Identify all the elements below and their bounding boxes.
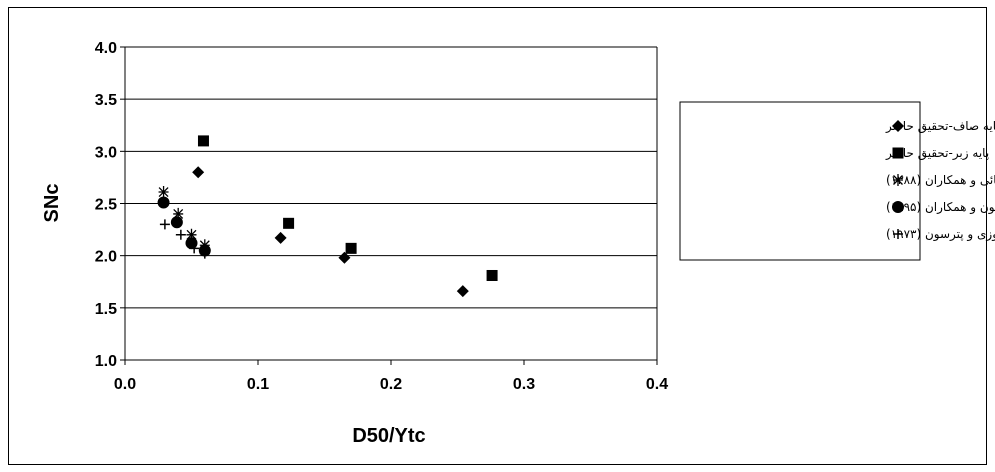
y-tick-labels: 1.0 1.5 2.0 2.5 3.0 3.5 4.0 <box>95 40 117 370</box>
y-axis-title: SNc <box>41 184 63 223</box>
legend-label: یون و همکاران (۱۹۹۵) <box>886 200 995 215</box>
legend-marker-plus <box>893 229 903 239</box>
axes <box>120 46 658 365</box>
data-point-circle <box>157 196 170 209</box>
x-axis-title: D50/Ytc <box>352 425 425 447</box>
y-tick-label: 1.5 <box>95 301 117 318</box>
legend-label: کوزی و پترسون (۱۹۷۳) <box>886 227 995 242</box>
data-point-square <box>283 217 295 229</box>
legend-box <box>679 101 921 261</box>
data-point-plus <box>199 248 210 259</box>
y-tick-label: 3.5 <box>95 92 117 109</box>
data-point-circle <box>170 216 183 229</box>
x-tick-label: 0.3 <box>513 376 535 393</box>
data-point-plus <box>175 229 186 240</box>
data-point-square <box>197 135 209 147</box>
data-point-diamond <box>192 166 205 179</box>
data-point-circle <box>185 237 198 250</box>
data-point-diamond <box>456 285 469 298</box>
x-tick-label: 0.4 <box>646 376 668 393</box>
legend: پایه صاف-تحقیق حاضر پایه زبر-تحقیق حاضر کی… <box>679 101 995 261</box>
grid-lines <box>125 46 657 361</box>
y-tick-label: 1.0 <box>95 353 117 370</box>
legend-marker-diamond <box>892 120 904 132</box>
data-point-star <box>186 228 197 241</box>
y-tick-label: 2.5 <box>95 197 117 214</box>
x-tick-label: 0.0 <box>114 376 136 393</box>
y-tick-label: 2.0 <box>95 249 117 266</box>
data-point-star <box>158 186 169 199</box>
data-point-diamond <box>338 251 351 264</box>
x-tick-label: 0.2 <box>380 376 402 393</box>
legend-label: پایه زبر-تحقیق حاضر <box>885 146 989 161</box>
data-point-plus <box>159 219 170 230</box>
legend-marker-star <box>893 174 903 186</box>
legend-label: پایه صاف-تحقیق حاضر <box>885 119 995 134</box>
y-tick-label: 4.0 <box>95 40 117 57</box>
legend-label: کیخائی و همکاران (۱۳۸۸) <box>886 173 995 188</box>
legend-marker-circle <box>892 201 904 213</box>
data-point-diamond <box>274 231 287 244</box>
data-points <box>157 135 498 298</box>
x-tick-labels: 0.0 0.1 0.2 0.3 0.4 <box>114 376 668 393</box>
x-tick-label: 0.1 <box>247 376 269 393</box>
data-point-plus <box>189 243 200 254</box>
legend-marker-square <box>892 147 904 159</box>
data-point-square <box>345 242 357 254</box>
y-tick-label: 3.0 <box>95 144 117 161</box>
data-point-star <box>173 207 184 220</box>
data-point-square <box>486 269 498 281</box>
